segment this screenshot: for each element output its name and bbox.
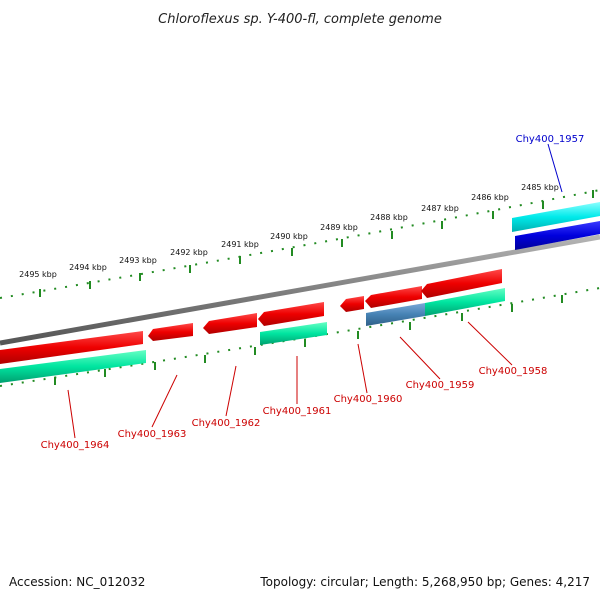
reverse-cds[interactable] (203, 313, 257, 334)
forward-cds[interactable] (512, 202, 600, 232)
gene-labels: Chy400_1957 Chy400_1958 Chy400_1959 Chy4… (41, 134, 585, 451)
reverse-cds[interactable] (0, 331, 143, 364)
reverse-gene[interactable] (0, 350, 146, 383)
ruler-labels: 2485 kbp 2486 kbp 2487 kbp 2488 kbp 2489… (19, 183, 559, 279)
label-leaders (67, 143, 563, 439)
reverse-gene[interactable] (425, 288, 505, 316)
outer-major-ticks (39, 190, 594, 297)
ruler-label: 2487 kbp (421, 204, 459, 213)
gene-label[interactable]: Chy400_1964 (41, 440, 110, 451)
ruler-label: 2492 kbp (170, 248, 208, 257)
reverse-cds[interactable] (148, 323, 193, 341)
genome-backbone (0, 234, 600, 346)
ruler-label: 2494 kbp (69, 263, 107, 272)
reverse-cds-track (0, 269, 502, 364)
ruler-label: 2485 kbp (521, 183, 559, 192)
ruler-label: 2486 kbp (471, 193, 509, 202)
gene-label[interactable]: Chy400_1959 (406, 380, 475, 391)
genome-stats-text: Topology: circular; Length: 5,268,950 bp… (259, 575, 590, 589)
ruler-label: 2493 kbp (119, 256, 157, 265)
gene-label[interactable]: Chy400_1962 (192, 418, 261, 429)
gene-label[interactable]: Chy400_1957 (516, 134, 585, 145)
reverse-other[interactable] (366, 303, 425, 326)
accession-text: Accession: NC_012032 (9, 575, 145, 589)
reverse-cds[interactable] (365, 286, 422, 308)
ruler-label: 2490 kbp (270, 232, 308, 241)
ruler-label: 2489 kbp (320, 223, 358, 232)
reverse-cds[interactable] (421, 269, 502, 298)
ruler-label: 2491 kbp (221, 240, 259, 249)
gene-label[interactable]: Chy400_1960 (334, 394, 403, 405)
forward-gene[interactable] (515, 221, 600, 250)
gene-label[interactable]: Chy400_1963 (118, 429, 187, 440)
reverse-cds[interactable] (340, 296, 364, 312)
reverse-gene-track (0, 288, 505, 383)
reverse-cds[interactable] (258, 302, 324, 326)
inner-major-ticks (54, 295, 563, 385)
reverse-gene[interactable] (260, 322, 327, 345)
ruler-label: 2495 kbp (19, 270, 57, 279)
map-title: Chloroflexus sp. Y-400-fl, complete geno… (158, 12, 442, 27)
ruler-label: 2488 kbp (370, 213, 408, 222)
gene-label[interactable]: Chy400_1958 (479, 366, 548, 377)
forward-features (512, 202, 600, 250)
gene-label[interactable]: Chy400_1961 (263, 406, 332, 417)
